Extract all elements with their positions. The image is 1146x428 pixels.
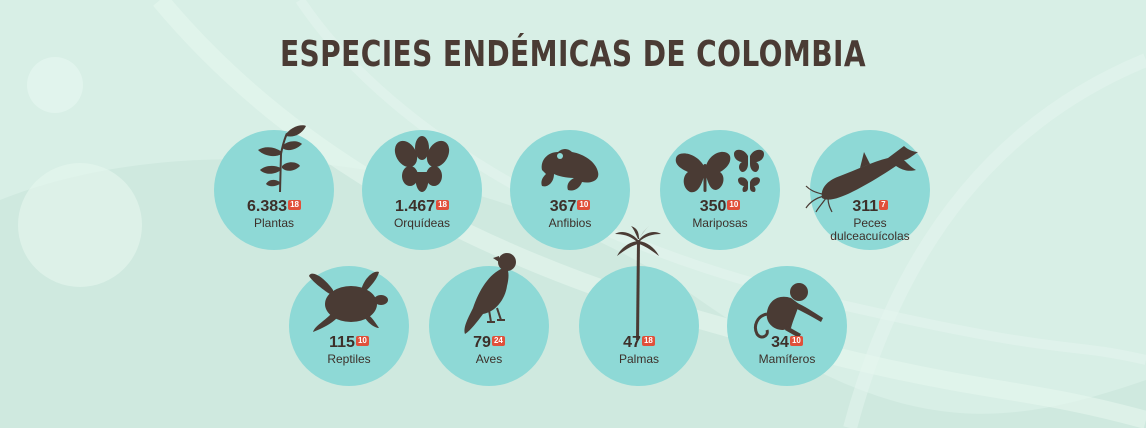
reference-badge: 10: [355, 336, 369, 346]
species-item-peces: 311 7 Peces dulceacuícolas: [805, 130, 930, 250]
bird-icon: [464, 253, 516, 334]
palm-icon: [615, 226, 661, 340]
species-count: 79 24: [473, 334, 505, 351]
species-label: Orquídeas: [393, 216, 451, 230]
species-count: 367 10: [549, 198, 591, 215]
reference-badge: 7: [879, 200, 888, 210]
species-label: Plantas: [253, 216, 295, 230]
reference-badge: 18: [641, 336, 655, 346]
species-label: Mariposas: [692, 216, 748, 230]
reference-badge: 24: [491, 336, 505, 346]
species-count: 34 10: [771, 334, 803, 351]
species-label: Aves: [475, 352, 503, 366]
species-count: 115 10: [329, 334, 369, 351]
species-circle: [289, 266, 409, 386]
species-item-orquideas: 1.467 18 Orquídeas: [362, 130, 482, 250]
species-label: Anfibios: [548, 216, 592, 230]
turtle-icon: [309, 271, 388, 332]
species-label: Peces dulceacuícolas: [830, 216, 910, 243]
reference-badge: 10: [727, 200, 741, 210]
frog-icon: [541, 149, 599, 191]
species-label: Palmas: [618, 352, 659, 366]
plant-icon: [258, 125, 306, 192]
species-count: 311 7: [852, 198, 888, 215]
species-item-mamiferos: 34 10 Mamíferos: [727, 266, 847, 386]
reference-badge: 10: [789, 336, 803, 346]
species-label: Mamíferos: [758, 352, 816, 366]
species-count: 1.467 18: [395, 198, 449, 215]
species-label: Reptiles: [327, 352, 371, 366]
species-item-aves: 79 24 Aves: [429, 253, 549, 386]
species-item-plantas: 6.383 18 Plantas: [214, 125, 334, 250]
species-count: 350 10: [699, 198, 741, 215]
reference-badge: 18: [436, 200, 449, 210]
orchid-icon: [394, 136, 450, 192]
species-item-mariposas: 350 10 Mariposas: [660, 130, 780, 250]
butterfly-icon: [675, 149, 764, 193]
species-item-palmas: 47 18 Palmas: [579, 226, 699, 386]
monkey-icon: [753, 283, 823, 339]
species-count: 6.383 18: [247, 198, 301, 215]
species-count: 47 18: [623, 334, 655, 351]
catfish-icon: [805, 146, 918, 213]
reference-badge: 10: [577, 200, 591, 210]
reference-badge: 18: [288, 200, 301, 210]
page-title: ESPECIES ENDÉMICAS DE COLOMBIA: [279, 34, 867, 75]
species-item-anfibios: 367 10 Anfibios: [510, 130, 630, 250]
species-item-reptiles: 115 10 Reptiles: [289, 266, 409, 386]
